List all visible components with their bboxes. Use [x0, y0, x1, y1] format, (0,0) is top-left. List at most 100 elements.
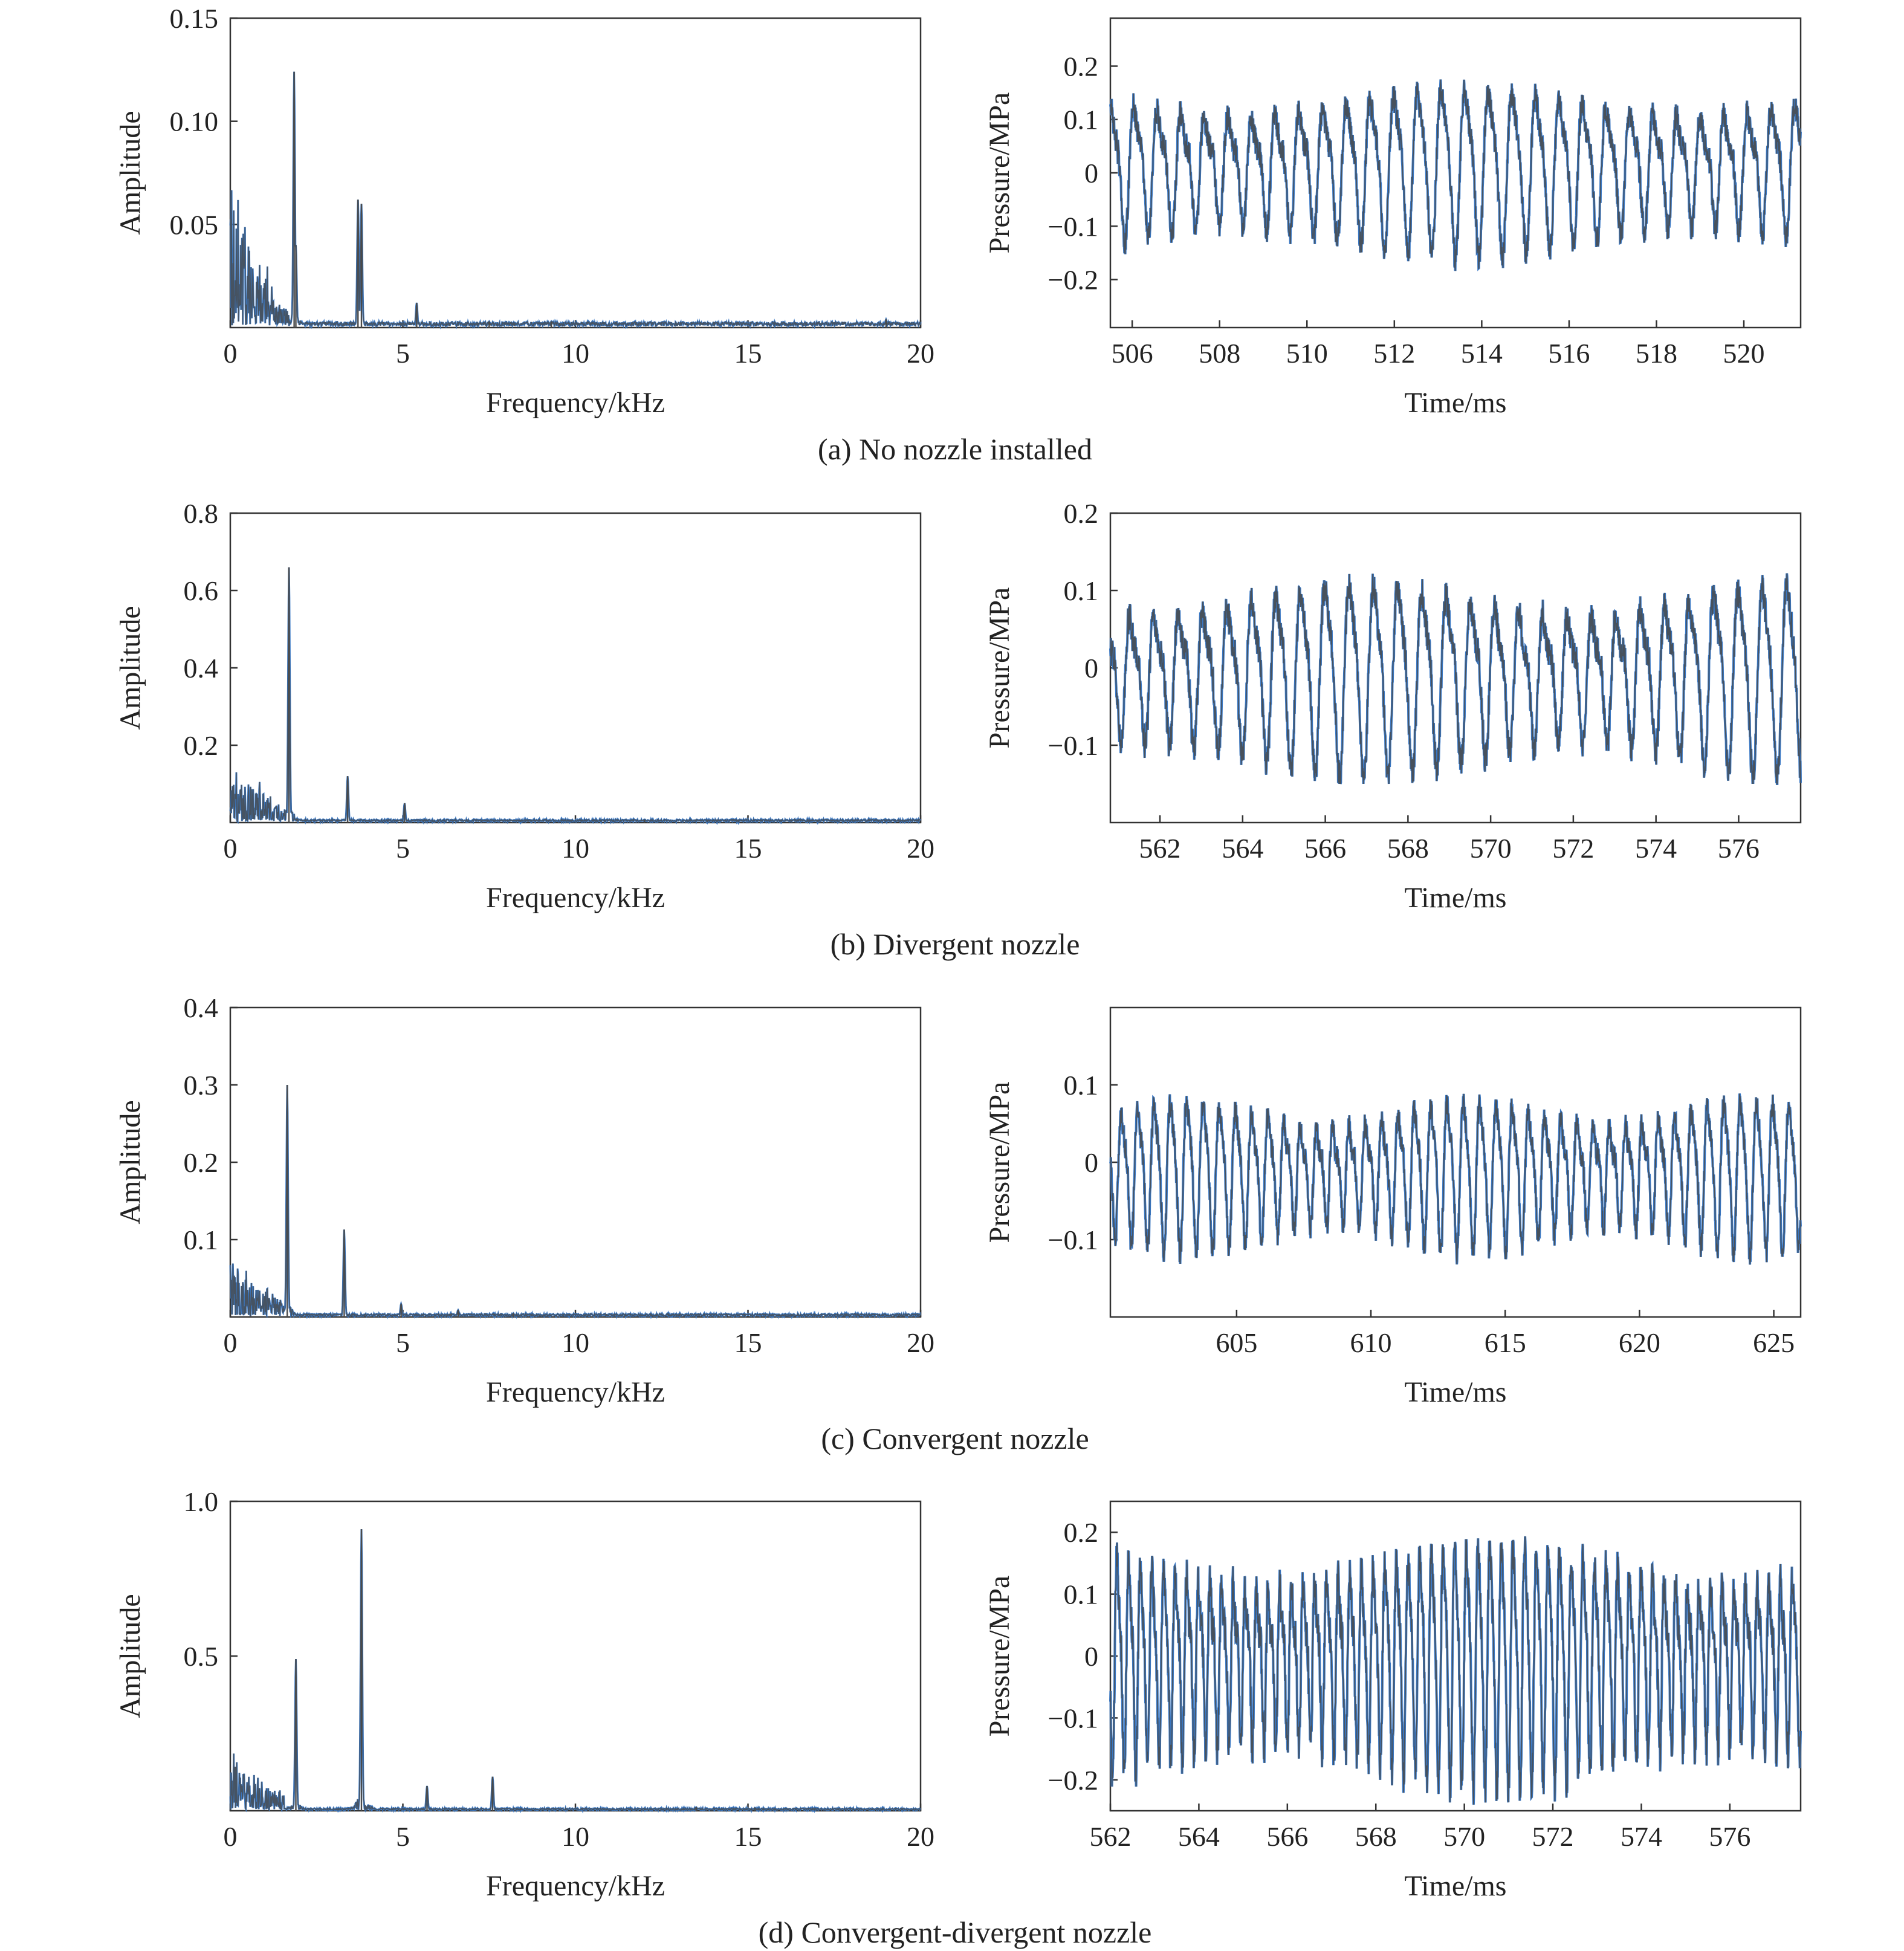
- a-spectrum-chart: 0 5 10 15 20 0.05 0.10 0.15 Frequency/kHz Amplitu…: [114, 3, 934, 419]
- d-spectrum-xtick-label: 15: [734, 1821, 762, 1852]
- a-spectrum-xtick-label: 0: [224, 338, 238, 369]
- d-pressure-xtick-label: 562: [1090, 1821, 1132, 1852]
- c-spectrum-xtick-label: 5: [396, 1327, 410, 1358]
- a-pressure-ytick-label: −0.1: [1048, 211, 1098, 242]
- a-pressure-pressure-fill-line: [1109, 79, 1802, 271]
- b-pressure-y-axis-label: Pressure/MPa: [983, 587, 1015, 749]
- b-pressure-pressure-line: [1110, 573, 1801, 785]
- b-pressure-xtick-label: 574: [1635, 833, 1677, 864]
- d-spectrum-ytick-label: 0.5: [184, 1641, 219, 1672]
- c-pressure-ytick-label: 0.1: [1064, 1070, 1099, 1101]
- b-spectrum-ytick-label: 0.8: [184, 498, 219, 529]
- a-pressure-xtick-label: 516: [1548, 338, 1590, 369]
- a-spectrum-xtick-label: 15: [734, 338, 762, 369]
- a-pressure-xtick-label: 518: [1636, 338, 1677, 369]
- b-spectrum-x-axis-label: Frequency/kHz: [486, 882, 665, 914]
- d-pressure-ytick-label: 0.1: [1064, 1579, 1099, 1610]
- d-pressure-chart: 562 564 566 568 570 572 574 576 −0.2 −0.1 0 0.1 0.2 T…: [983, 1500, 1802, 1902]
- b-spectrum-ytick-label: 0.6: [184, 575, 219, 606]
- a-pressure-xtick-label: 514: [1461, 338, 1503, 369]
- a-pressure-xtick-label: 508: [1199, 338, 1240, 369]
- b-spectrum-chart: 0 5 10 15 20 0.2 0.4 0.6 0.8 Frequency/kHz Amplitu…: [114, 498, 934, 914]
- c-spectrum-chart: 0 5 10 15 20 0.1 0.2 0.3 0.4 Frequency/kHz Amplitu…: [114, 992, 934, 1408]
- a-pressure-xtick-label: 520: [1723, 338, 1765, 369]
- c-pressure-xtick-label: 620: [1619, 1327, 1660, 1358]
- b-spectrum-ytick-label: 0.4: [184, 653, 219, 684]
- d-spectrum-x-axis-label: Frequency/kHz: [486, 1870, 665, 1902]
- a-pressure-y-axis-label: Pressure/MPa: [983, 92, 1015, 254]
- panel-row-1: 0 5 10 15 200.050.100.15Frequency/kHzAmplitu…: [114, 3, 1802, 419]
- panel-row-3: 0 5 10 15 20 0.1 0.2 0.3 0.4 Frequency/kHz Amplitu…: [114, 992, 1802, 1408]
- c-pressure-xtick-label: 625: [1753, 1327, 1795, 1358]
- d-pressure-xtick-label: 566: [1266, 1821, 1308, 1852]
- a-spectrum-spectrum-line: [230, 71, 921, 328]
- figure-captions: (a) No nozzle installed (b) Divergent noz…: [759, 432, 1152, 1949]
- c-pressure-xtick-label: 615: [1485, 1327, 1526, 1358]
- b-spectrum-xtick-label: 5: [396, 833, 410, 864]
- b-pressure-ytick-label: 0.1: [1064, 575, 1099, 606]
- d-spectrum-ytick-label: 1.0: [184, 1486, 219, 1517]
- b-pressure-ytick-label: −0.1: [1048, 730, 1098, 761]
- c-spectrum-x-axis-label: Frequency/kHz: [486, 1376, 665, 1408]
- a-spectrum-ytick-label: 0.05: [170, 209, 219, 240]
- d-pressure-ytick-label: −0.1: [1048, 1703, 1098, 1733]
- c-pressure-ytick-label: −0.1: [1048, 1225, 1098, 1255]
- b-pressure-xtick-label: 568: [1387, 833, 1429, 864]
- d-spectrum-spectrum-fill-line: [229, 1529, 921, 1814]
- b-spectrum-xtick-label: 20: [907, 833, 934, 864]
- d-spectrum-spectrum-line: [230, 1529, 921, 1812]
- subplot-caption: (a) No nozzle installed: [818, 432, 1092, 466]
- d-spectrum-xtick-label: 0: [224, 1821, 238, 1852]
- d-pressure-xtick-label: 572: [1532, 1821, 1574, 1852]
- c-spectrum-spectrum-line: [230, 1084, 921, 1318]
- b-spectrum-y-axis-label: Amplitude: [114, 606, 146, 730]
- panel-row-2: 0 5 10 15 20 0.2 0.4 0.6 0.8 Frequency/kHz Amplitu…: [114, 498, 1802, 914]
- a-pressure-ytick-label: 0: [1084, 158, 1098, 189]
- c-spectrum-xtick-label: 10: [562, 1327, 589, 1358]
- b-pressure-x-axis-label: Time/ms: [1405, 882, 1507, 914]
- c-pressure-pressure-line: [1110, 1093, 1801, 1265]
- d-pressure-ytick-label: −0.2: [1048, 1765, 1098, 1796]
- a-spectrum-y-axis-label: Amplitude: [114, 111, 146, 235]
- a-pressure-ytick-label: 0.2: [1064, 51, 1099, 82]
- a-spectrum-x-axis-label: Frequency/kHz: [486, 387, 665, 419]
- b-pressure-xtick-label: 562: [1139, 833, 1181, 864]
- c-pressure-xtick-label: 610: [1350, 1327, 1392, 1358]
- d-spectrum-plot-frame: [229, 1500, 922, 1812]
- b-pressure-xtick-label: 572: [1552, 833, 1594, 864]
- d-pressure-ytick-label: 0: [1084, 1641, 1098, 1672]
- a-pressure-chart: 506 508 510 512 514 516 518 520 −0.2 −0.1 0 0.1 0.2 T…: [983, 17, 1802, 419]
- d-pressure-xtick-label: 574: [1621, 1821, 1662, 1852]
- subplot-caption: (b) Divergent nozzle: [831, 927, 1080, 961]
- c-pressure-ytick-label: 0: [1084, 1147, 1098, 1178]
- d-spectrum-xtick-label: 10: [562, 1821, 589, 1852]
- d-pressure-ytick-label: 0.2: [1064, 1517, 1099, 1548]
- a-pressure-ytick-label: −0.2: [1048, 265, 1098, 296]
- b-spectrum-xtick-label: 10: [562, 833, 589, 864]
- b-spectrum-plot-frame: [229, 512, 922, 824]
- a-spectrum-xtick-label: 10: [562, 338, 589, 369]
- figure-panels: 0 5 10 15 200.050.100.15Frequency/kHzAmplitu…: [114, 3, 1802, 1902]
- a-pressure-x-axis-label: Time/ms: [1405, 387, 1507, 419]
- a-pressure-xtick-label: 506: [1112, 338, 1153, 369]
- d-spectrum-chart: 0 5 10 15 20 0.5 1.0 Frequency/kHz Amplitude: [114, 1486, 934, 1902]
- c-spectrum-ytick-label: 0.4: [184, 992, 219, 1023]
- a-pressure-pressure-line: [1110, 79, 1801, 271]
- c-pressure-x-axis-label: Time/ms: [1405, 1376, 1507, 1408]
- c-spectrum-ytick-label: 0.3: [184, 1070, 219, 1101]
- b-spectrum-ytick-label: 0.2: [184, 730, 219, 761]
- a-spectrum-xtick-label: 5: [396, 338, 410, 369]
- c-spectrum-plot-frame: [229, 1006, 922, 1318]
- c-spectrum-ytick-label: 0.1: [184, 1225, 219, 1255]
- b-pressure-xtick-label: 566: [1304, 833, 1346, 864]
- c-spectrum-xtick-label: 20: [907, 1327, 934, 1358]
- a-pressure-xtick-label: 512: [1373, 338, 1415, 369]
- a-pressure-xtick-label: 510: [1286, 338, 1328, 369]
- a-spectrum-ytick-label: 0.15: [170, 3, 219, 34]
- b-pressure-chart: 562 564 566 568 570 572 574 576 −0.1 0 0.1 0.2 Time/…: [983, 498, 1802, 914]
- c-pressure-xtick-label: 605: [1216, 1327, 1257, 1358]
- d-pressure-xtick-label: 564: [1178, 1821, 1220, 1852]
- d-pressure-pressure-line: [1110, 1536, 1801, 1805]
